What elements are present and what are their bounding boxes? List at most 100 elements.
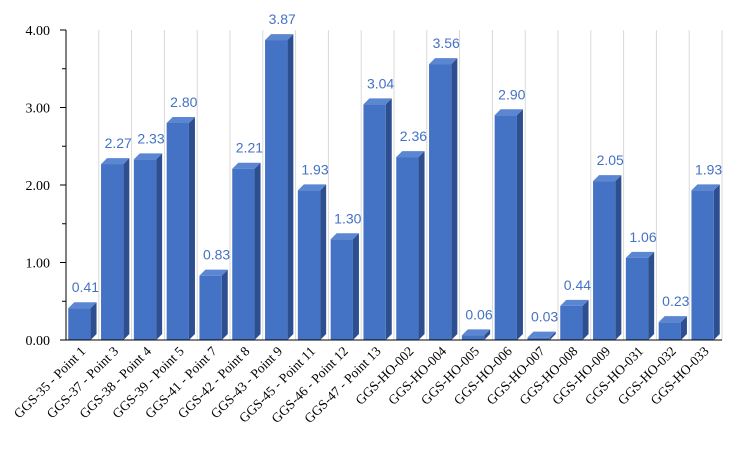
bar-top bbox=[330, 233, 359, 240]
bar-top bbox=[625, 251, 655, 258]
data-label: 1.93 bbox=[301, 161, 328, 177]
bar-front bbox=[625, 257, 649, 340]
bar-top bbox=[133, 153, 163, 160]
bar-top bbox=[494, 109, 523, 116]
bar-top bbox=[166, 117, 195, 123]
data-label: 0.83 bbox=[203, 247, 230, 263]
bar-front bbox=[363, 104, 386, 341]
bar-front bbox=[527, 337, 550, 340]
bar-top bbox=[199, 269, 228, 276]
bar bbox=[593, 175, 622, 340]
bar bbox=[396, 151, 425, 340]
bars-layer bbox=[68, 34, 720, 341]
y-tick-label: 0.00 bbox=[26, 334, 51, 349]
bar-top bbox=[658, 316, 687, 323]
bar-side bbox=[713, 184, 720, 340]
data-label: 0.41 bbox=[72, 279, 99, 295]
bar bbox=[232, 162, 261, 340]
bar-front bbox=[101, 164, 124, 340]
bar-front bbox=[166, 123, 189, 340]
bar-side bbox=[123, 158, 130, 340]
bar bbox=[363, 98, 392, 341]
bar-front bbox=[429, 64, 452, 340]
bar-front bbox=[461, 335, 485, 340]
bar-side bbox=[648, 251, 655, 340]
bar bbox=[101, 158, 130, 340]
bar-front bbox=[297, 190, 321, 340]
bar bbox=[625, 251, 655, 340]
bar bbox=[461, 329, 491, 340]
data-label: 2.90 bbox=[498, 86, 525, 102]
data-label: 2.27 bbox=[105, 135, 132, 151]
bar-side bbox=[156, 153, 163, 340]
bar bbox=[199, 269, 228, 340]
bar-top bbox=[297, 184, 327, 191]
data-label: 3.56 bbox=[433, 35, 460, 51]
bar-top bbox=[461, 329, 491, 336]
bar bbox=[429, 58, 458, 340]
bar bbox=[297, 184, 327, 340]
data-label: 2.33 bbox=[137, 130, 164, 146]
data-label: 1.30 bbox=[334, 210, 361, 226]
y-tick-label: 4.00 bbox=[26, 24, 51, 39]
bar-top bbox=[429, 58, 458, 65]
bar-front bbox=[232, 168, 255, 340]
bar-top bbox=[691, 184, 720, 191]
data-label: 0.23 bbox=[662, 293, 689, 309]
data-label: 2.36 bbox=[400, 128, 427, 144]
bar-side bbox=[582, 299, 589, 340]
bar bbox=[265, 34, 294, 340]
bar-side bbox=[680, 316, 687, 340]
bar-side bbox=[484, 329, 491, 340]
bar-side bbox=[451, 58, 458, 340]
bar-top bbox=[593, 175, 622, 182]
bar-top bbox=[396, 151, 425, 158]
bar bbox=[658, 316, 687, 340]
data-label: 0.44 bbox=[564, 277, 591, 293]
bar-top bbox=[363, 98, 392, 105]
bar bbox=[560, 299, 589, 340]
bar-front bbox=[658, 322, 681, 340]
grid-layer bbox=[65, 30, 723, 340]
y-tick-label: 1.00 bbox=[26, 257, 51, 272]
bar-top bbox=[265, 34, 294, 41]
bar bbox=[68, 302, 97, 340]
bar-side bbox=[418, 151, 425, 340]
bar-front bbox=[560, 305, 583, 340]
bar-front bbox=[396, 157, 419, 340]
data-label: 1.93 bbox=[695, 161, 722, 177]
bar bbox=[166, 117, 195, 340]
bar-side bbox=[385, 98, 392, 341]
bar-side bbox=[254, 162, 261, 340]
bar-side bbox=[90, 302, 97, 340]
bar bbox=[691, 184, 720, 340]
bar-top bbox=[232, 162, 261, 169]
bar-side bbox=[352, 233, 359, 340]
axis-layer: 0.00 1.00 2.00 3.00 4.00 bbox=[26, 24, 722, 349]
data-label: 3.04 bbox=[367, 75, 394, 91]
data-label: 0.03 bbox=[531, 309, 558, 325]
bar-side bbox=[221, 269, 228, 340]
y-tick-label: 2.00 bbox=[26, 179, 51, 194]
bar bbox=[494, 109, 523, 340]
bar-side bbox=[188, 117, 195, 340]
bar-front bbox=[593, 181, 616, 340]
bar-front bbox=[494, 115, 517, 340]
y-tick-label: 3.00 bbox=[26, 102, 51, 117]
bar-front bbox=[199, 275, 222, 340]
bar-top bbox=[527, 331, 556, 338]
bar-front bbox=[133, 159, 157, 340]
bar-front bbox=[330, 239, 353, 340]
data-label: 2.05 bbox=[597, 152, 624, 168]
data-label: 1.06 bbox=[629, 229, 656, 245]
data-label: 0.06 bbox=[465, 306, 492, 322]
bar bbox=[133, 153, 163, 340]
data-label: 2.21 bbox=[236, 140, 263, 156]
bar-side bbox=[549, 331, 556, 340]
bar-front bbox=[691, 190, 714, 340]
data-label: 2.80 bbox=[170, 94, 197, 110]
data-label: 3.87 bbox=[269, 11, 296, 27]
bar-side bbox=[320, 184, 327, 340]
